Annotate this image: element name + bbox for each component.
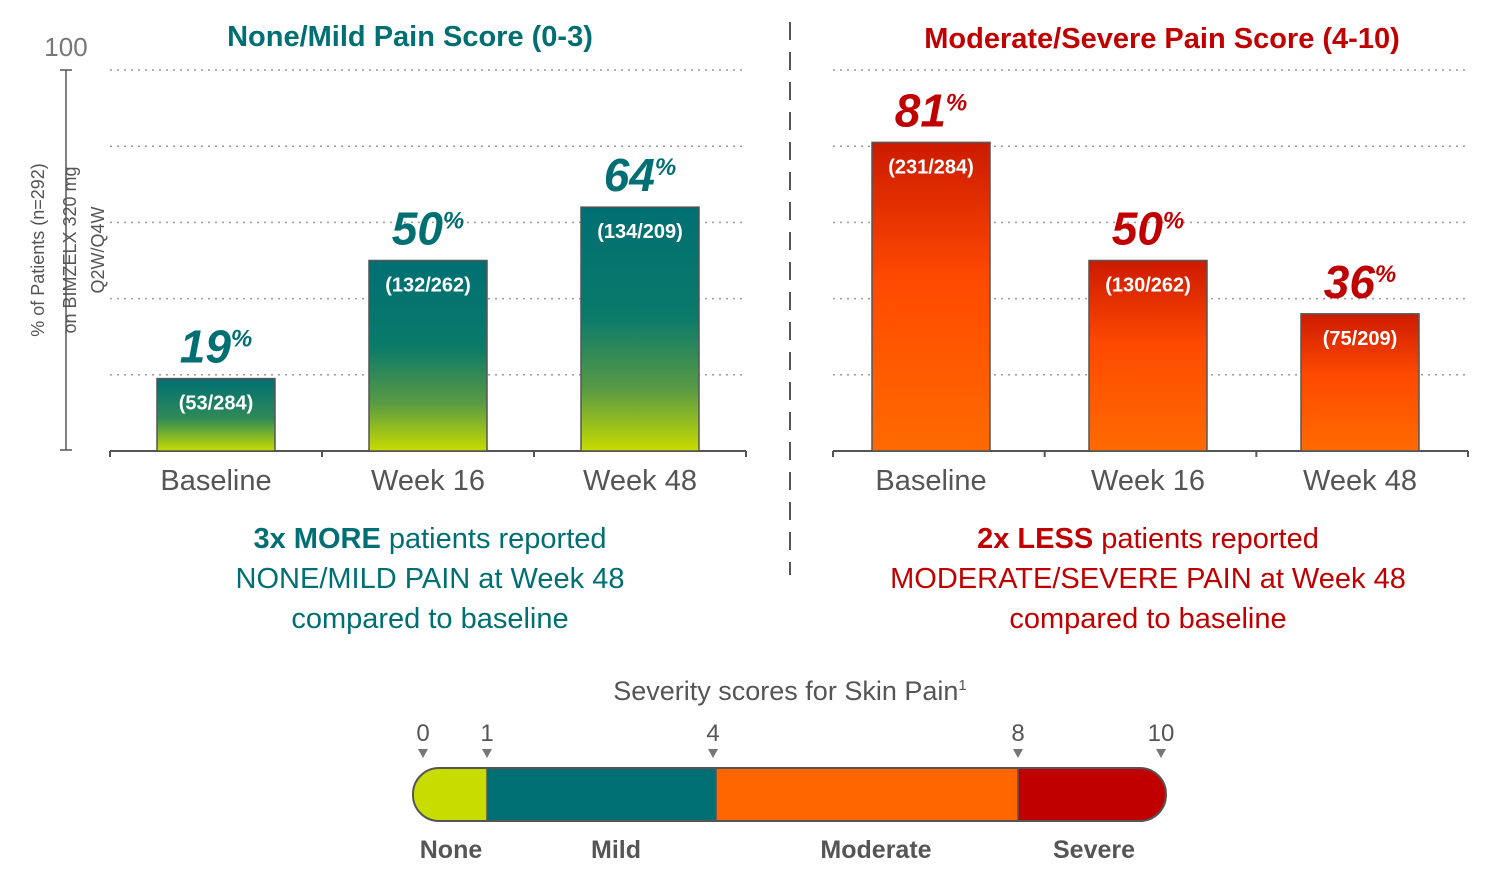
left-chart: (53/284) 19% Baseline (132/262) 50% Week 16 (1… — [109, 69, 747, 497]
y-axis-max-label: 100 — [44, 32, 87, 62]
left-count-label-1: (132/262) — [385, 275, 471, 297]
left-summary-line1: patients reported — [381, 523, 607, 555]
left-summary-bold: 3x MORE — [253, 523, 380, 555]
severity-scale-title-wrap: Severity scores for Skin Pain1 — [613, 676, 966, 706]
severity-segment-moderate — [716, 768, 1018, 821]
right-value-label-0: 81% — [895, 84, 968, 136]
severity-tick-label-4: 10 — [1148, 720, 1175, 747]
severity-scale-labels: None Mild Moderate Severe — [420, 836, 1135, 864]
severity-segment-mild — [487, 768, 716, 821]
left-value-label-0: 19% — [180, 321, 253, 373]
left-bar-0 — [156, 377, 276, 452]
left-summary-line2: NONE/MILD PAIN at Week 48 — [236, 563, 625, 595]
right-summary-line1: patients reported — [1093, 523, 1319, 555]
severity-scale-superscript: 1 — [958, 677, 966, 694]
left-chart-title: None/Mild Pain Score (0-3) — [227, 21, 593, 53]
svg-text:3x MORE patients reported: 3x MORE patients reported — [253, 523, 606, 555]
severity-label-moderate: Moderate — [820, 836, 931, 864]
left-category-label-2: Week 48 — [583, 465, 697, 497]
severity-tick-marker-icon — [708, 749, 718, 758]
left-count-label-0: (53/284) — [179, 393, 254, 415]
severity-tick-marker-icon — [418, 749, 428, 758]
right-chart-title: Moderate/Severe Pain Score (4-10) — [924, 23, 1399, 55]
right-value-label-2: 36% — [1324, 256, 1397, 308]
severity-label-severe: Severe — [1053, 836, 1135, 864]
right-count-label-2: (75/209) — [1323, 328, 1398, 350]
left-category-label-0: Baseline — [160, 465, 271, 497]
left-value-label-2: 64% — [604, 149, 677, 201]
severity-scale-bar — [413, 768, 1166, 821]
left-count-label-2: (134/209) — [597, 221, 683, 243]
right-summary-line3: compared to baseline — [1009, 603, 1286, 635]
y-axis-title-line3: Q2W/Q4W — [88, 206, 108, 293]
severity-scale-outline — [412, 767, 1167, 822]
svg-text:2x LESS patients reported: 2x LESS patients reported — [977, 523, 1319, 555]
severity-tick-label-1: 1 — [480, 720, 493, 747]
right-bar-2 — [1300, 313, 1420, 452]
right-value-label-1: 50% — [1112, 203, 1185, 255]
right-category-label-0: Baseline — [875, 465, 986, 497]
left-bar-2 — [580, 206, 700, 452]
severity-tick-marker-icon — [1156, 749, 1166, 758]
left-summary-line3: compared to baseline — [291, 603, 568, 635]
severity-segment-none — [413, 768, 487, 821]
severity-label-none: None — [420, 836, 483, 864]
severity-tick-label-0: 0 — [416, 720, 429, 747]
right-count-label-0: (231/284) — [888, 156, 974, 178]
y-axis-title-line1: % of Patients (n=292) — [28, 163, 48, 337]
severity-tick-label-3: 8 — [1011, 720, 1024, 747]
right-bar-1 — [1088, 259, 1208, 452]
y-axis-title: % of Patients (n=292) on BIMZELX 320 mg … — [28, 163, 108, 337]
left-bar-1 — [368, 259, 488, 452]
right-bar-0 — [871, 141, 991, 452]
severity-segment-severe — [1018, 768, 1166, 821]
left-summary: 3x MORE patients reported NONE/MILD PAIN… — [236, 523, 625, 635]
right-summary-line2: MODERATE/SEVERE PAIN at Week 48 — [890, 563, 1406, 595]
right-summary-bold: 2x LESS — [977, 523, 1093, 555]
severity-scale: Severity scores for Skin Pain1 0 1 4 8 10 No… — [412, 676, 1174, 864]
right-summary: 2x LESS patients reported MODERATE/SEVER… — [890, 523, 1406, 635]
right-category-label-1: Week 16 — [1091, 465, 1205, 497]
right-category-label-2: Week 48 — [1303, 465, 1417, 497]
left-category-label-1: Week 16 — [371, 465, 485, 497]
right-chart: (231/284) 81% Baseline (130/262) 50% Week 16 (… — [832, 69, 1469, 497]
severity-scale-title: Severity scores for Skin Pain — [613, 676, 958, 706]
left-value-label-1: 50% — [392, 203, 465, 255]
severity-tick-marker-icon — [1013, 749, 1023, 758]
severity-tick-label-2: 4 — [706, 720, 719, 747]
y-axis-title-line2: on BIMZELX 320 mg — [60, 166, 80, 333]
severity-label-mild: Mild — [591, 836, 641, 864]
y-axis-bracket — [60, 69, 72, 451]
severity-tick-marker-icon — [482, 749, 492, 758]
severity-scale-ticks: 0 1 4 8 10 — [416, 720, 1174, 758]
right-count-label-1: (130/262) — [1105, 275, 1191, 297]
